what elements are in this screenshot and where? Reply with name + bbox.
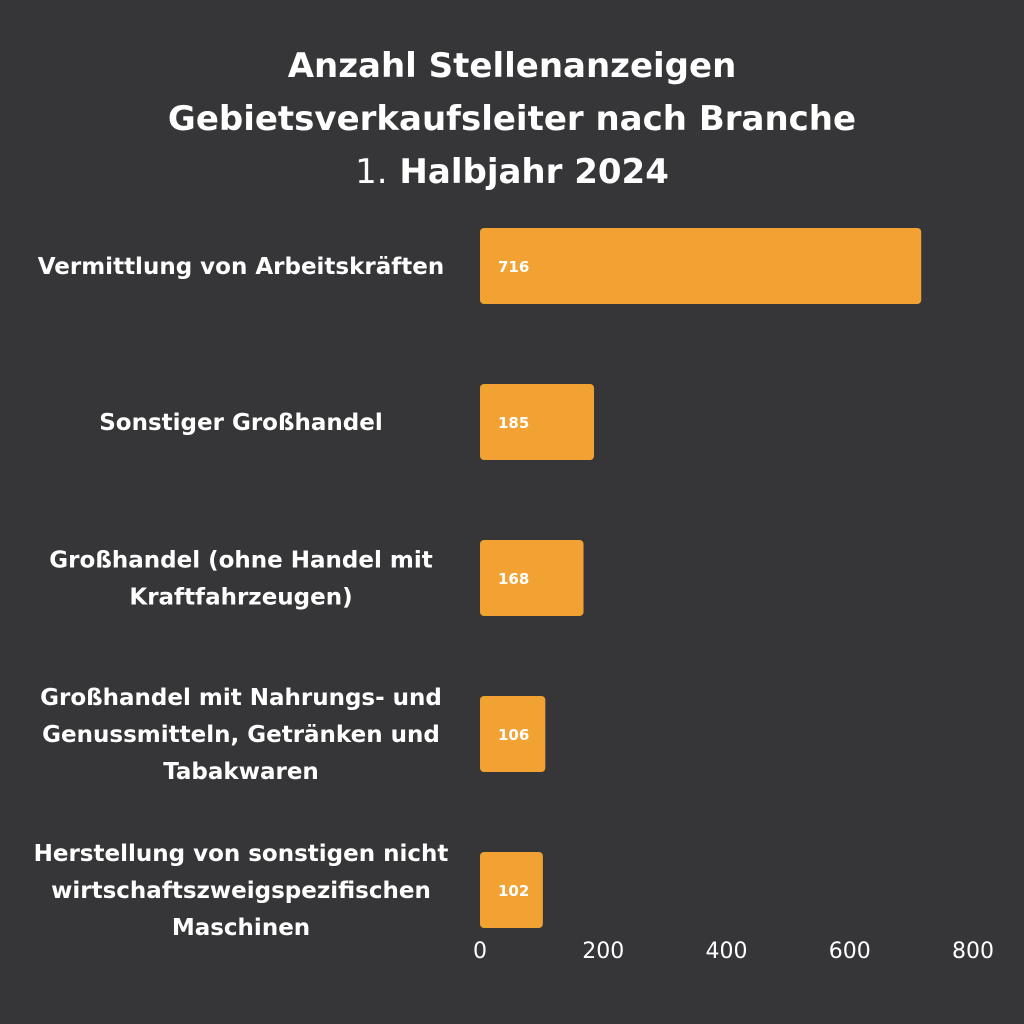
category-label-1: Vermittlung von Arbeitskräften [38, 254, 445, 280]
category-label-1-line-1: Vermittlung von Arbeitskräften [38, 254, 445, 280]
chart-title-line-1: Anzahl Stellenanzeigen [287, 46, 737, 86]
bar-value-label-4: 106 [498, 726, 529, 744]
x-tick-label-400: 400 [706, 939, 748, 964]
x-tick-label-800: 800 [952, 939, 994, 964]
chart-title-period-text: Halbjahr 2024 [399, 152, 669, 192]
category-label-4-line-3: Tabakwaren [163, 759, 319, 785]
x-tick-label-200: 200 [582, 939, 624, 964]
category-label-5-line-3: Maschinen [172, 915, 310, 941]
chart-title-period-number: 1. [355, 152, 388, 192]
category-label-4: Großhandel mit Nahrungs- und Genussmittel… [40, 685, 442, 785]
bar-value-label-1: 716 [498, 258, 529, 276]
chart-title-line-2: Gebietsverkaufsleiter nach Branche [167, 99, 857, 139]
category-label-3-line-1: Großhandel (ohne Handel mit [49, 548, 432, 574]
category-label-5: Herstellung von sonstigen nicht wirtschaf… [34, 841, 449, 941]
category-label-3: Großhandel (ohne Handel mit Kraftfahrzeug… [49, 548, 432, 611]
category-label-4-line-2: Genussmitteln, Getränken und [42, 722, 440, 748]
bar-value-label-3: 168 [498, 570, 529, 588]
bar-value-label-5: 102 [498, 882, 529, 900]
x-tick-label-600: 600 [829, 939, 871, 964]
chart-title: Anzahl Stellenanzeigen Gebietsverkaufsle… [0, 40, 1024, 199]
category-label-2-line-1: Sonstiger Großhandel [99, 410, 383, 436]
category-label-5-line-2: wirtschaftszweigspezifischen [51, 878, 431, 904]
category-label-5-line-1: Herstellung von sonstigen nicht [34, 841, 449, 867]
bar-4 [480, 696, 546, 772]
category-label-2: Sonstiger Großhandel [99, 410, 383, 436]
x-tick-label-0: 0 [473, 939, 487, 964]
chart-title-line-3: 1. Halbjahr 2024 [0, 146, 1024, 199]
bar-5 [480, 852, 543, 928]
bar-1 [480, 228, 922, 304]
category-label-4-line-1: Großhandel mit Nahrungs- und [40, 685, 442, 711]
category-label-3-line-2: Kraftfahrzeugen) [129, 585, 352, 611]
bar-3 [480, 540, 584, 616]
bar-2 [480, 384, 595, 460]
bar-value-label-2: 185 [498, 414, 529, 432]
